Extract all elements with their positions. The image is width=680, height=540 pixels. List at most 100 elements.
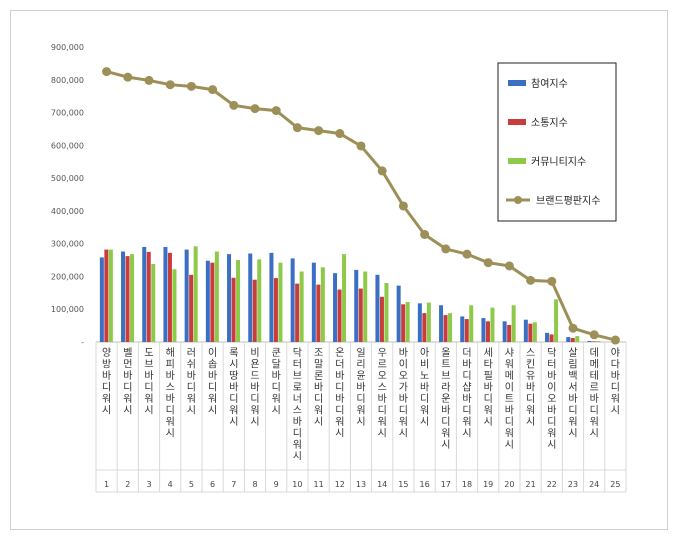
category-index: 9 — [274, 480, 279, 489]
bar-2 — [189, 274, 194, 342]
category-index: 24 — [589, 480, 599, 489]
category-index: 20 — [504, 480, 514, 489]
bar-1 — [163, 246, 168, 342]
bar-3 — [596, 341, 601, 342]
bar-3 — [342, 254, 347, 342]
bar-1 — [396, 285, 401, 342]
legend-box — [497, 62, 617, 222]
category-index: 21 — [526, 480, 536, 489]
bar-3 — [363, 271, 368, 342]
bar-1 — [269, 252, 274, 342]
bar-3 — [320, 267, 325, 342]
y-tick-label: 800,000 — [51, 76, 84, 85]
brand-index-point — [314, 126, 324, 136]
bar-3 — [426, 302, 431, 342]
category-index: 14 — [377, 480, 387, 489]
category-index: 7 — [231, 480, 236, 489]
category-index: 22 — [547, 480, 557, 489]
bar-3 — [299, 271, 304, 342]
bar-1 — [333, 273, 338, 342]
brand-index-point — [250, 104, 260, 114]
y-tick-label: 100,000 — [51, 305, 84, 314]
category-index: 1 — [104, 480, 109, 489]
bar-2 — [358, 288, 363, 342]
bar-1 — [566, 337, 571, 342]
category-index: 11 — [314, 480, 324, 489]
bar-1 — [460, 316, 465, 342]
brand-index-point — [462, 249, 472, 259]
bar-3 — [511, 305, 516, 342]
bar-1 — [121, 251, 126, 342]
brand-index-point — [483, 258, 493, 268]
bar-1 — [248, 253, 253, 342]
bar-1 — [142, 246, 147, 342]
bar-2 — [231, 277, 236, 342]
bar-1 — [502, 321, 507, 342]
brand-index-point — [589, 330, 599, 340]
bar-3 — [278, 262, 283, 342]
bar-3 — [172, 269, 177, 342]
brand-index-point — [186, 81, 196, 91]
category-index: 2 — [125, 480, 130, 489]
brand-index-point — [208, 85, 218, 95]
bar-1 — [354, 269, 359, 342]
bar-3 — [532, 322, 537, 342]
bar-2 — [337, 289, 342, 342]
y-tick-label: 700,000 — [51, 109, 84, 118]
bar-2 — [485, 321, 490, 342]
legend-label: 커뮤니티지수 — [531, 156, 586, 168]
y-tick-label: 200,000 — [51, 272, 84, 281]
y-tick-label: - — [81, 338, 84, 347]
brand-index-point — [123, 72, 133, 82]
bar-1 — [227, 254, 232, 342]
legend-marker — [514, 196, 522, 204]
brand-index-point — [229, 100, 239, 110]
bar-3 — [490, 307, 495, 342]
brand-index-point — [292, 123, 302, 133]
bar-3 — [575, 336, 580, 342]
bar-3 — [108, 249, 113, 342]
bar-2 — [549, 334, 554, 342]
bar-2 — [401, 304, 406, 342]
category-index: 12 — [335, 480, 345, 489]
bar-3 — [405, 302, 410, 342]
bar-2 — [167, 252, 172, 342]
y-tick-label: 900,000 — [51, 43, 84, 52]
bar-1 — [184, 249, 189, 342]
brand-index-point — [441, 244, 451, 254]
y-tick-label: 500,000 — [51, 174, 84, 183]
bar-1 — [523, 319, 528, 342]
category-index: 16 — [420, 480, 430, 489]
brand-index-point — [165, 80, 175, 90]
category-index: 6 — [210, 480, 215, 489]
y-tick-label: 400,000 — [51, 207, 84, 216]
bar-1 — [545, 332, 550, 342]
category-index: 4 — [168, 480, 173, 489]
brand-index-point — [504, 261, 514, 271]
y-tick-label: 600,000 — [51, 141, 84, 150]
brand-index-point — [271, 106, 281, 116]
bar-2 — [125, 256, 130, 342]
bar-2 — [295, 283, 300, 342]
category-index: 13 — [356, 480, 366, 489]
bar-2 — [104, 249, 109, 342]
brand-index-point — [526, 275, 536, 285]
